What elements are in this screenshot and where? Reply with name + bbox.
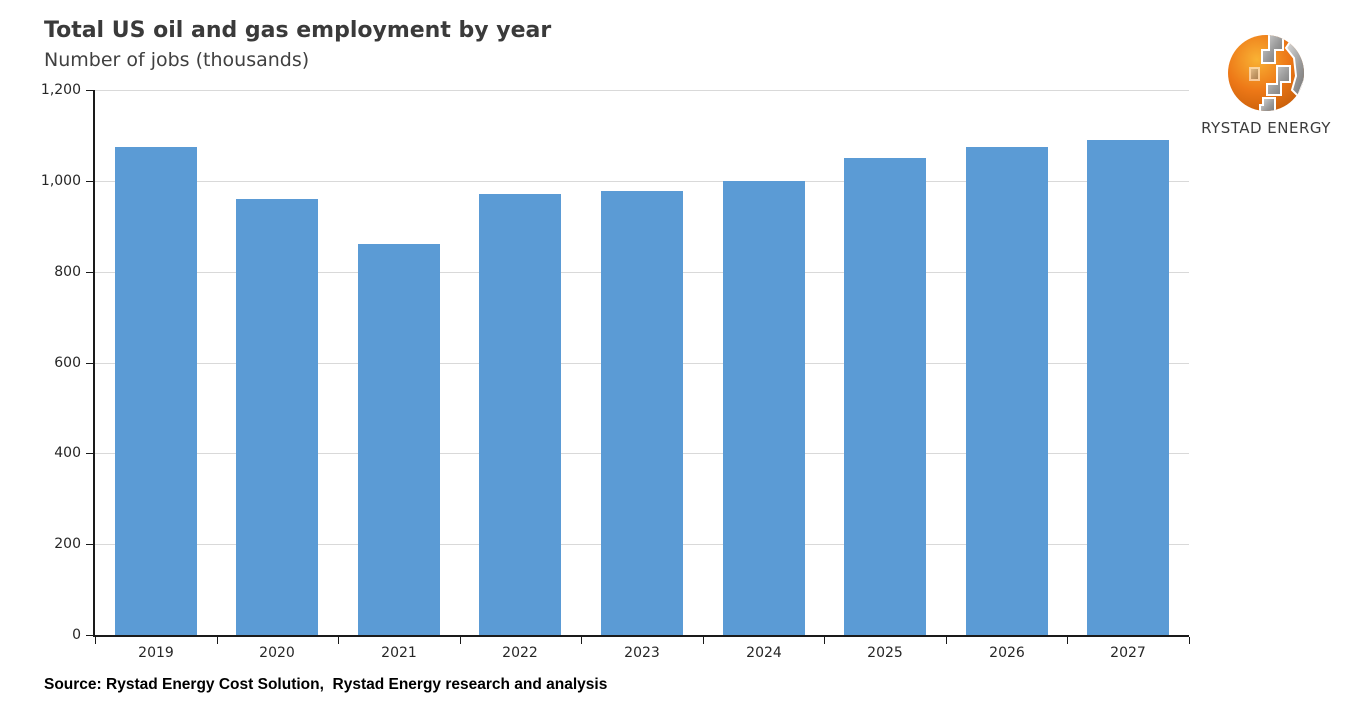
x-axis-tick	[1189, 637, 1190, 644]
bar-2025	[844, 158, 926, 635]
y-axis-tick	[86, 90, 93, 91]
bar-2021	[358, 244, 440, 635]
bar-2026	[966, 147, 1048, 635]
y-tick-label: 1,000	[40, 172, 81, 189]
rystad-globe-icon	[1228, 35, 1304, 111]
x-tick-label: 2025	[867, 645, 903, 661]
y-axis-tick	[86, 453, 93, 455]
y-axis-tick	[86, 271, 93, 273]
chart-title: Total US oil and gas employment by year	[44, 18, 552, 43]
x-tick-label: 2019	[138, 645, 174, 661]
y-axis-tick	[86, 544, 93, 546]
x-axis-tick	[824, 637, 825, 644]
rystad-logo: RYSTAD ENERGY	[1192, 32, 1340, 137]
x-tick-label: 2023	[624, 645, 660, 661]
x-axis-tick	[338, 637, 339, 644]
x-tick-label: 2022	[502, 645, 538, 661]
x-axis-tick	[703, 637, 704, 644]
bar-2022	[479, 194, 561, 635]
y-axis-tick	[86, 362, 93, 364]
bar-2019	[115, 147, 197, 635]
x-axis-tick	[946, 637, 947, 644]
bar-chart: 0 200 400 600 800 1,000 1,200 2019 2020 2021 2022 2…	[41, 83, 1190, 661]
y-tick-label: 1,200	[40, 82, 81, 98]
y-tick-label: 800	[54, 263, 81, 280]
bar-2027	[1087, 140, 1169, 635]
x-tick-label: 2024	[746, 645, 782, 661]
y-gridline	[95, 90, 1189, 91]
x-axis-tick	[217, 637, 218, 644]
y-tick-label: 600	[54, 354, 81, 371]
x-axis-tick	[581, 637, 582, 644]
bar-2024	[723, 181, 805, 635]
y-tick-label: 0	[72, 627, 81, 643]
y-tick-label: 400	[54, 445, 81, 462]
x-axis-tick	[1067, 637, 1068, 644]
x-axis-line	[93, 635, 1189, 637]
chart-subtitle: Number of jobs (thousands)	[44, 49, 310, 71]
x-axis-tick	[460, 637, 461, 644]
x-tick-label: 2021	[381, 645, 417, 661]
rystad-logo-text: RYSTAD ENERGY	[1201, 119, 1331, 137]
y-gridline	[95, 180, 1189, 182]
x-tick-label: 2027	[1110, 645, 1146, 661]
source-note: Source: Rystad Energy Cost Solution, Rys…	[44, 676, 608, 693]
y-axis-tick	[86, 180, 93, 182]
y-axis-tick	[86, 635, 93, 636]
bar-2020	[236, 199, 318, 635]
y-tick-label: 200	[54, 536, 81, 553]
y-axis-line	[93, 90, 95, 637]
x-tick-label: 2020	[259, 645, 295, 661]
bar-2023	[601, 191, 683, 635]
x-axis-tick	[95, 637, 96, 644]
x-tick-label: 2026	[989, 645, 1025, 661]
